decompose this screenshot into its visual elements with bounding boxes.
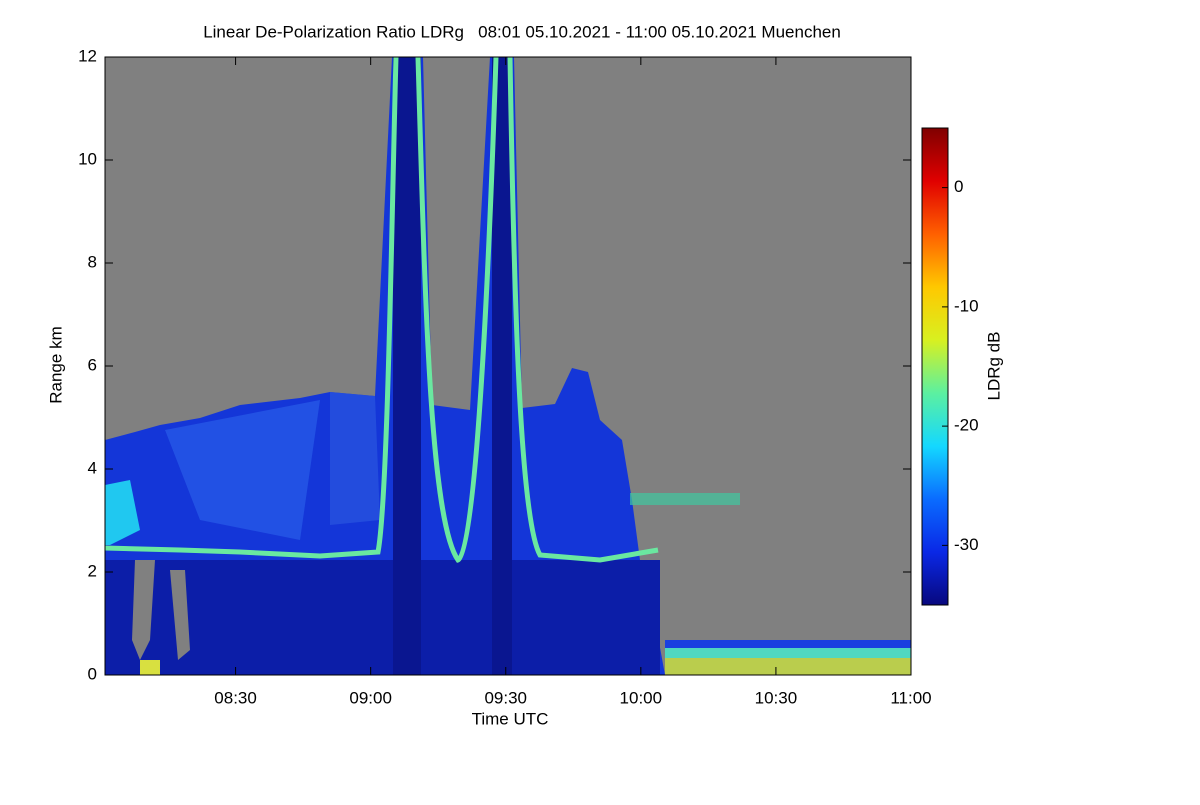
x-tick-label: 10:00: [620, 688, 663, 707]
y-tick-label: 0: [88, 664, 97, 683]
gap: [132, 560, 155, 660]
colorbar-tick-label: -20: [954, 416, 979, 435]
x-tick-label: 09:30: [484, 688, 527, 707]
fall-streak: [492, 57, 512, 675]
y-tick-label: 6: [88, 355, 97, 374]
x-tick-label: 10:30: [755, 688, 798, 707]
y-tick-label: 4: [88, 458, 97, 477]
lower-layer: [105, 560, 660, 675]
cloud-streak: [165, 400, 320, 540]
x-tick-label: 11:00: [890, 688, 931, 707]
surface-layer: [665, 648, 911, 658]
x-tick-label: 09:00: [349, 688, 392, 707]
cyan-patch: [105, 480, 140, 545]
layer-line: [507, 57, 659, 563]
colorbar-tick-label: 0: [954, 177, 963, 196]
y-tick-label: 8: [88, 252, 97, 271]
lidar-field: [105, 57, 911, 675]
aerosol-layer: [630, 493, 740, 505]
layer-line: [415, 57, 499, 563]
x-axis-label: Time UTC: [472, 709, 549, 728]
fall-streak: [393, 57, 421, 675]
gap: [170, 570, 190, 660]
cloud-streak: [330, 392, 380, 525]
surface-clutter: [140, 660, 160, 675]
colorbar-tick-label: -30: [954, 535, 979, 554]
surface-layer: [665, 640, 911, 648]
y-axis-label: Range km: [46, 326, 65, 403]
layer-line: [105, 57, 399, 559]
colorbar-label: LDRg dB: [984, 332, 1003, 401]
colorbar: [921, 127, 949, 606]
y-tick-label: 12: [78, 46, 97, 65]
y-tick-label: 10: [78, 149, 97, 168]
x-tick-label: 08:30: [214, 688, 257, 707]
surface-layer: [665, 658, 911, 675]
colorbar-tick-label: -10: [954, 296, 979, 315]
y-tick-label: 2: [88, 561, 97, 580]
chart-title: Linear De-Polarization Ratio LDRg 08:01 …: [203, 22, 841, 41]
